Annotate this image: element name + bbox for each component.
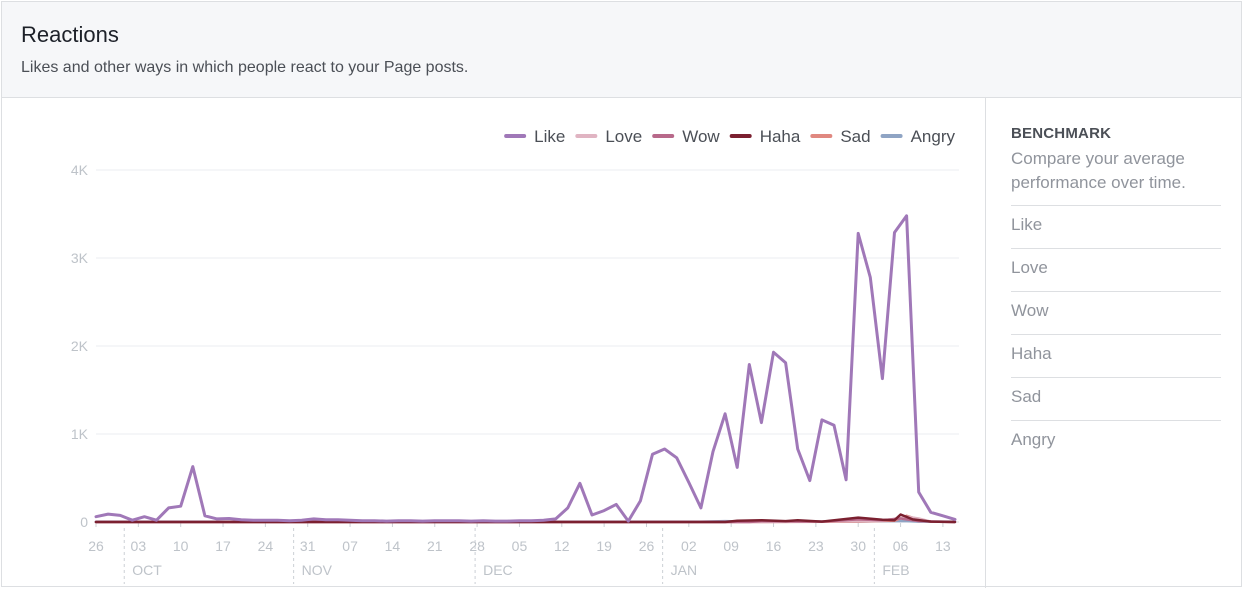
- x-tick-label: 12: [554, 538, 570, 554]
- y-tick-label: 1K: [71, 426, 89, 442]
- x-tick-label: 06: [893, 538, 909, 554]
- x-tick-label: 30: [850, 538, 866, 554]
- legend-label-haha[interactable]: Haha: [760, 127, 801, 146]
- x-tick-label: 10: [173, 538, 189, 554]
- x-tick-label: 16: [766, 538, 782, 554]
- benchmark-item-haha[interactable]: Haha: [1011, 334, 1221, 377]
- x-tick-label: 21: [427, 538, 443, 554]
- x-tick-label: 09: [723, 538, 739, 554]
- series-line-haha: [94, 513, 957, 524]
- benchmark-item-like[interactable]: Like: [1011, 205, 1221, 248]
- benchmark-panel: BENCHMARK Compare your average performan…: [985, 98, 1242, 588]
- x-tick-label: 31: [300, 538, 316, 554]
- x-tick-label: 13: [935, 538, 951, 554]
- legend-label-like[interactable]: Like: [534, 127, 565, 146]
- legend-label-wow[interactable]: Wow: [682, 127, 720, 146]
- y-tick-label: 0: [80, 514, 88, 530]
- x-tick-label: 14: [385, 538, 401, 554]
- x-tick-label: 26: [88, 538, 104, 554]
- legend-label-sad[interactable]: Sad: [840, 127, 870, 146]
- chart-grid: 0 1K 2K 3K 4K: [71, 162, 959, 530]
- series-lines: [94, 214, 957, 524]
- x-tick-label: 24: [258, 538, 274, 554]
- benchmark-item-wow[interactable]: Wow: [1011, 291, 1221, 334]
- benchmark-item-sad[interactable]: Sad: [1011, 377, 1221, 420]
- benchmark-list: Like Love Wow Haha Sad Angry: [1011, 205, 1221, 463]
- x-tick-label: 23: [808, 538, 824, 554]
- card-subtitle: Likes and other ways in which people rea…: [21, 59, 469, 76]
- x-tick-label: 03: [131, 538, 147, 554]
- x-tick-label: 28: [469, 538, 485, 554]
- x-tick-label: 26: [639, 538, 655, 554]
- x-tick-label: 05: [512, 538, 528, 554]
- reactions-line-chart: Angry Sad Haha Wow Love Like 0 1K 2K 3K 4K 26 03 10…: [71, 127, 959, 584]
- x-axis: 26 03 10 17 24 31 07 14 21 28 05 12 19 26 02 09 16 23 30 06…: [88, 521, 959, 584]
- series-line-like: [94, 214, 957, 523]
- month-label: DEC: [483, 562, 513, 578]
- x-tick-label: 07: [342, 538, 358, 554]
- card-title: Reactions: [21, 22, 119, 47]
- y-tick-label: 3K: [71, 250, 89, 266]
- y-tick-label: 4K: [71, 162, 89, 178]
- x-tick-label: 17: [215, 538, 231, 554]
- month-label: NOV: [302, 562, 333, 578]
- chart-legend: Angry Sad Haha Wow Love Like: [504, 127, 956, 146]
- legend-label-love[interactable]: Love: [605, 127, 642, 146]
- chart-area: Angry Sad Haha Wow Love Like 0 1K 2K 3K 4K 26 03 10…: [2, 98, 985, 588]
- benchmark-description: Compare your average performance over ti…: [1011, 149, 1186, 192]
- month-label: OCT: [132, 562, 162, 578]
- month-label: FEB: [882, 562, 909, 578]
- benchmark-item-angry[interactable]: Angry: [1011, 420, 1221, 463]
- month-label: JAN: [671, 562, 697, 578]
- y-tick-label: 2K: [71, 338, 89, 354]
- benchmark-title: BENCHMARK: [1011, 125, 1112, 142]
- x-tick-label: 02: [681, 538, 697, 554]
- legend-label-angry[interactable]: Angry: [911, 127, 956, 146]
- x-tick-label: 19: [596, 538, 612, 554]
- benchmark-item-love[interactable]: Love: [1011, 248, 1221, 291]
- card-header: Reactions Likes and other ways in which …: [2, 2, 1241, 98]
